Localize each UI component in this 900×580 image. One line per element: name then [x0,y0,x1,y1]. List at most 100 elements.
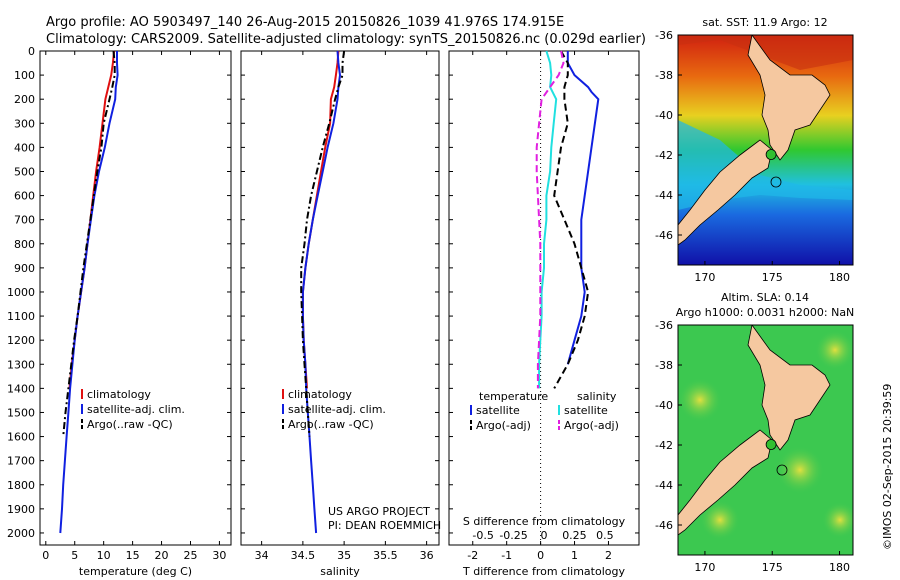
argo-location-marker [765,439,777,450]
y-tick-label: 500 [14,165,35,178]
y-tick-label: 0 [28,45,35,58]
legend-entry: climatology [288,388,352,401]
map-y-tick-label: -40 [655,399,673,412]
profile-panel-3: -2 -1 0 1 2 T difference from climatology S di… [448,50,640,578]
y-tick-label: 700 [14,214,35,227]
series-line-2 [553,50,590,389]
x-tick-label: 34.5 [291,549,316,562]
legend-entry: Argo(-adj) [564,419,619,432]
series-line-2 [301,50,342,534]
x-tick-label: 15 [126,549,140,562]
x-tick-label: 1 [571,549,578,562]
argo-location-marker [765,149,777,160]
sst-map-frame [677,34,854,266]
south-island [678,429,773,536]
south-island [678,139,773,246]
legend-entry: climatology [87,388,151,401]
map-y-tick-label: -40 [655,109,673,122]
top-x-tick-label: 0 [541,529,548,542]
x-tick-label: 35.5 [373,549,398,562]
map-y-tick-label: -36 [655,29,673,42]
x-tick-label: 35 [337,549,351,562]
legend-entry: Argo(-adj) [476,419,531,432]
imos-stamp: ©IMOS 02-Sep-2015 20:39:59 [881,384,894,550]
sla-map-title: Altim. SLA: 0.14 [721,291,809,304]
y-tick-label: 1000 [7,286,35,299]
sla-map: Altim. SLA: 0.14 Argo h1000: 0.0031 h200… [655,291,854,574]
y-tick-label: 900 [14,262,35,275]
sla-anomaly [678,378,722,422]
top-x-tick-label: -0.5 [472,529,493,542]
sla-anomaly [815,330,853,370]
map-x-tick-label: 175 [762,271,783,284]
x-axis-label: T difference from climatology [462,565,625,578]
map-y-tick-label: -46 [655,519,673,532]
y-tick-label: 1500 [7,406,35,419]
map-y-tick-label: -36 [655,319,673,332]
x-tick-label: 5 [71,549,78,562]
x-tick-label: 0 [537,549,544,562]
map-y-tick-label: -44 [655,479,673,492]
panel-frame [39,50,232,546]
series-line-3 [300,50,346,437]
x-tick-label: 10 [97,549,111,562]
top-x-tick-label: 0.5 [596,529,614,542]
top-x-tick-label: -0.25 [499,529,527,542]
top-x-tick-label: 0.25 [562,529,587,542]
sla-anomaly [776,446,824,494]
chatham-rise-contour [776,464,788,476]
y-tick-label: 200 [14,93,35,106]
north-island [747,35,831,161]
x-tick-label: 36 [420,549,434,562]
y-tick-label: 1100 [7,310,35,323]
x-tick-label: 20 [155,549,169,562]
y-tick-label: 2000 [7,527,35,540]
legend-entry: satellite-adj. clim. [87,403,185,416]
legend-entry: satellite [564,404,608,417]
y-tick-label: 400 [14,141,35,154]
map-x-tick-label: 180 [829,271,850,284]
map-x-tick-label: 170 [694,561,715,574]
north-island [747,325,831,451]
series-line-1 [566,51,600,365]
series-line-1 [301,50,340,389]
map-x-tick-label: 175 [762,561,783,574]
series-line-3 [62,50,116,437]
x-tick-label: 30 [212,549,226,562]
y-tick-label: 1200 [7,334,35,347]
sst-map: sat. SST: 11.9 Argo: 12 170 175 180 -36 -38 -… [655,16,854,284]
sla-anomaly [700,500,740,540]
y-tick-label: 300 [14,117,35,130]
sst-warm-band [678,35,853,70]
map-y-tick-label: -38 [655,359,673,372]
map-x-tick-label: 170 [694,271,715,284]
x-tick-label: 2 [605,549,612,562]
y-tick-label: 1800 [7,479,35,492]
project-credit: US ARGO PROJECT [328,505,430,518]
panel-frame [240,50,440,546]
map-y-tick-label: -42 [655,149,673,162]
x-tick-label: 25 [183,549,197,562]
x-tick-label: -2 [467,549,478,562]
y-tick-label: 1400 [7,382,35,395]
map-y-tick-label: -38 [655,69,673,82]
map-y-tick-label: -44 [655,189,673,202]
y-tick-label: 800 [14,238,35,251]
legend-entry: satellite [476,404,520,417]
legend-title: salinity [577,390,617,403]
header-line-1: Argo profile: AO 5903497_140 26-Aug-2015… [46,15,564,30]
chatham-rise-contour [770,176,782,188]
y-tick-label: 1900 [7,503,35,516]
series-line-3 [538,50,558,389]
x-axis-label: salinity [320,565,360,578]
legend-title: temperature [479,390,548,403]
series-line-4 [535,50,565,389]
y-tick-label: 1300 [7,358,35,371]
sla-map-frame [677,324,854,556]
map-x-tick-label: 180 [829,561,850,574]
map-y-tick-label: -42 [655,439,673,452]
x-tick-label: -1 [501,549,512,562]
legend-entry: Argo(..raw -QC) [288,418,374,431]
sla-anomaly [822,502,853,538]
